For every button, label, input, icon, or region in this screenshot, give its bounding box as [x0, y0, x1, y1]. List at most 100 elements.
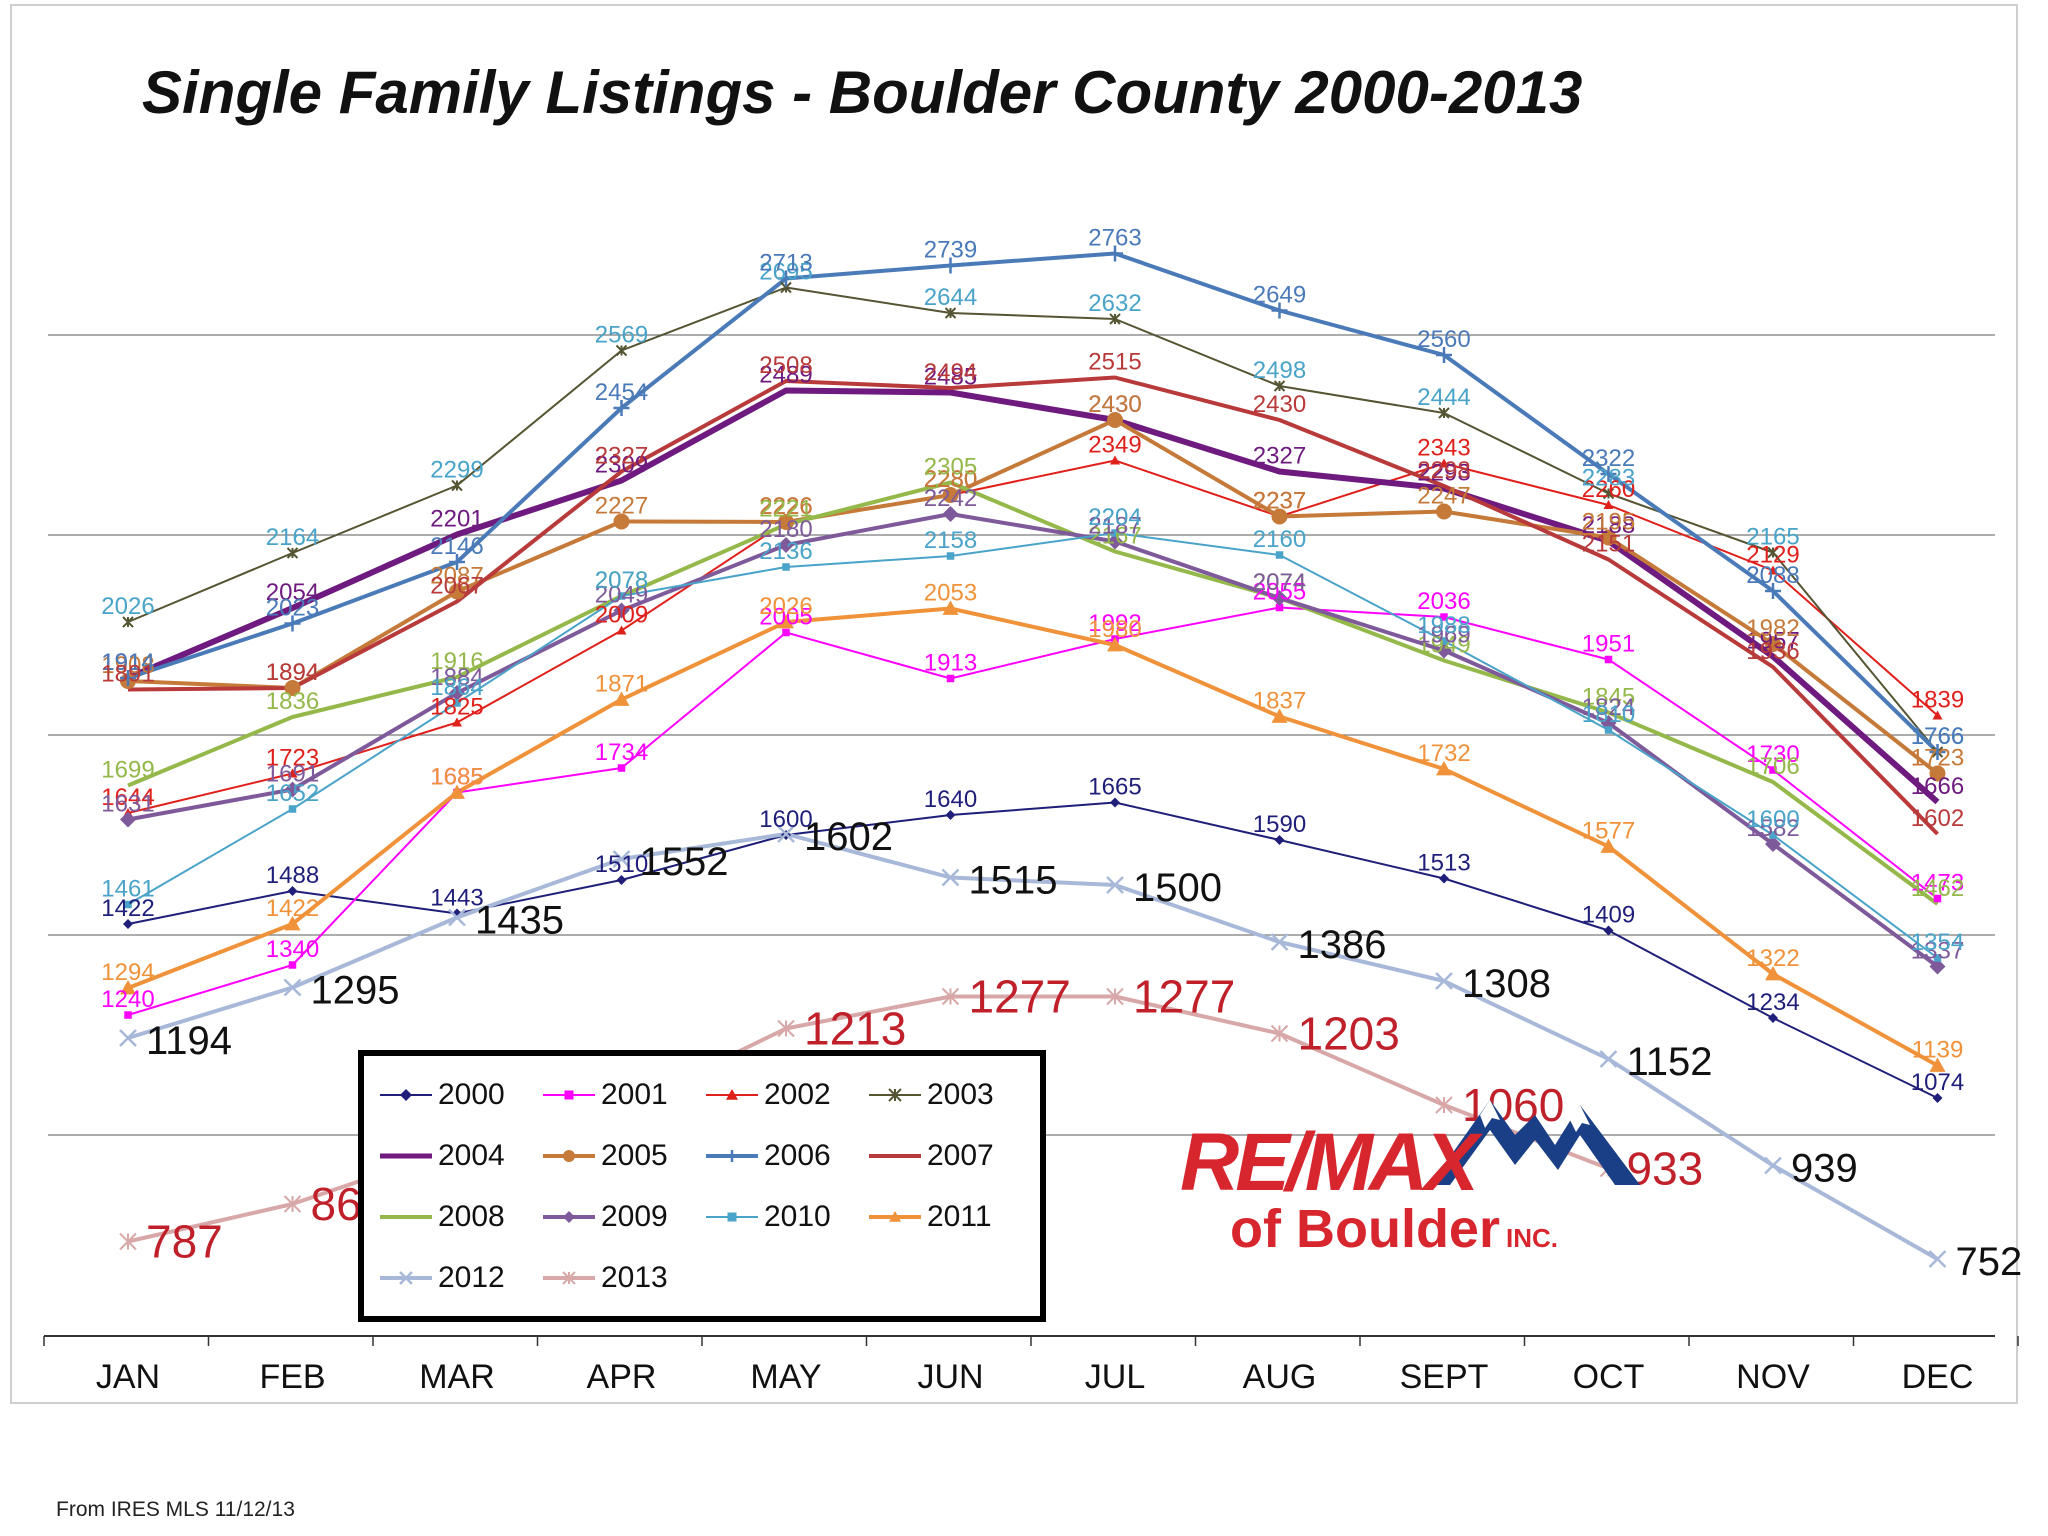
legend-marker — [399, 1270, 413, 1285]
legend-item-2000: 2000 — [376, 1064, 539, 1125]
legend-label: 2013 — [601, 1260, 668, 1294]
logo-line2: of Boulder — [1230, 1199, 1500, 1259]
point-2012 — [448, 908, 466, 927]
point-2012 — [1764, 1156, 1782, 1175]
data-label-2008: 1949 — [1417, 632, 1470, 659]
data-label-2009: 2049 — [595, 582, 648, 609]
point-2006 — [942, 257, 959, 274]
point-2002 — [616, 625, 627, 635]
point-2001 — [1275, 603, 1284, 612]
point-2006 — [613, 400, 630, 416]
point-2006 — [1107, 245, 1123, 262]
data-label-2008: 2221 — [759, 496, 812, 523]
data-label-2007: 1891 — [101, 661, 154, 688]
point-2013 — [1435, 1096, 1453, 1114]
point-2011 — [942, 600, 959, 615]
legend-swatch — [380, 1270, 432, 1285]
legend-marker — [400, 1088, 412, 1101]
x-tick-label: JUL — [1085, 1358, 1145, 1396]
data-label-2004: 1957 — [1746, 628, 1799, 655]
data-label-2005: 1908 — [101, 652, 154, 679]
data-label-2000: 1422 — [101, 895, 154, 922]
data-label-2009: 1337 — [1911, 938, 1964, 965]
data-label-2003: 2283 — [1582, 465, 1635, 492]
data-label-2006: 1766 — [1911, 723, 1964, 750]
data-label-2004: 2485 — [924, 364, 977, 391]
data-label-2011: 1294 — [101, 959, 154, 986]
data-label-2011: 1837 — [1253, 688, 1306, 715]
point-2000 — [1439, 873, 1449, 884]
legend-swatch — [543, 1270, 595, 1285]
point-2001 — [782, 628, 790, 637]
chart-legend: 2000 2001 2002 2003 2004 2005 2006 2007 2008 2009… — [358, 1050, 1046, 1322]
point-2013 — [1270, 1024, 1289, 1043]
point-2002 — [1603, 500, 1614, 509]
point-2001 — [124, 1011, 132, 1019]
legend-marker — [726, 1088, 738, 1100]
legend-item-2013: 2013 — [539, 1247, 702, 1308]
point-2010 — [617, 592, 626, 600]
point-2010 — [453, 699, 461, 707]
legend-swatch — [380, 1088, 432, 1101]
data-label-2001: 2005 — [759, 604, 812, 631]
data-label-2006: 2088 — [1746, 562, 1799, 589]
point-2011 — [613, 691, 630, 706]
point-2001 — [1769, 766, 1777, 774]
legend-swatch — [869, 1153, 921, 1158]
point-2002 — [287, 768, 298, 778]
point-2006 — [284, 615, 301, 632]
data-label-2001: 1992 — [1088, 610, 1141, 637]
data-label-2011: 2026 — [759, 593, 812, 620]
point-2005 — [778, 514, 794, 530]
point-2005 — [613, 513, 630, 530]
data-label-2004: 2201 — [430, 506, 483, 533]
point-2000 — [287, 886, 298, 896]
data-label-2006: 2739 — [924, 237, 977, 264]
legend-label: 2001 — [601, 1077, 668, 1111]
data-label-2010: 2078 — [595, 567, 648, 594]
point-2010 — [124, 900, 132, 909]
data-label-2010: 1354 — [1911, 929, 1964, 956]
chart-title: Single Family Listings - Boulder County … — [142, 59, 1583, 126]
point-2011 — [1600, 838, 1617, 853]
mountain-icon — [1430, 1100, 1640, 1185]
legend-marker — [564, 1090, 574, 1099]
data-label-2004: 2293 — [1417, 460, 1470, 487]
data-label-2009: 1969 — [1417, 622, 1470, 649]
data-label-2012: 1435 — [475, 899, 564, 943]
data-label-2000: 1600 — [759, 806, 812, 833]
data-label-2010: 1988 — [1417, 612, 1470, 639]
data-label-2004: 1666 — [1911, 773, 1964, 800]
legend-label: 2010 — [764, 1199, 831, 1233]
legend-swatch — [706, 1212, 758, 1221]
legend-label: 2000 — [438, 1077, 505, 1111]
point-2013 — [119, 1232, 137, 1251]
legend-item-2001: 2001 — [539, 1064, 702, 1125]
point-2005 — [1436, 503, 1452, 520]
legend-swatch — [869, 1210, 921, 1222]
point-2005 — [449, 583, 465, 600]
data-label-2012: 752 — [1956, 1240, 2023, 1284]
data-label-2003: 2498 — [1253, 357, 1306, 384]
data-label-2010: 1461 — [101, 876, 154, 903]
data-label-2010: 2160 — [1253, 526, 1306, 553]
point-2010 — [1111, 529, 1119, 537]
point-2012 — [1599, 1050, 1618, 1068]
legend-swatch — [380, 1214, 432, 1219]
point-2006 — [1600, 466, 1617, 482]
point-2006 — [449, 554, 465, 570]
point-2006 — [778, 270, 794, 287]
series-line-2011 — [127, 606, 1939, 1068]
line-chart: JAN FEB MAR APR MAY JUN JUL AUG SEPT OCT NOV DEC 14… — [43, 225, 2023, 1396]
data-label-2008: 2305 — [924, 454, 977, 481]
point-2000 — [1932, 1093, 1943, 1103]
point-2001 — [1933, 894, 1942, 903]
data-label-2005: 1982 — [1746, 615, 1799, 642]
legend-swatch — [869, 1087, 921, 1102]
point-2002 — [1110, 455, 1120, 465]
series-line-2000 — [127, 801, 1938, 1099]
data-label-2004: 2327 — [1253, 443, 1306, 470]
data-label-2003: 2164 — [266, 524, 319, 551]
legend-item-2006: 2006 — [702, 1125, 865, 1186]
data-label-2009: 2187 — [1088, 513, 1141, 540]
